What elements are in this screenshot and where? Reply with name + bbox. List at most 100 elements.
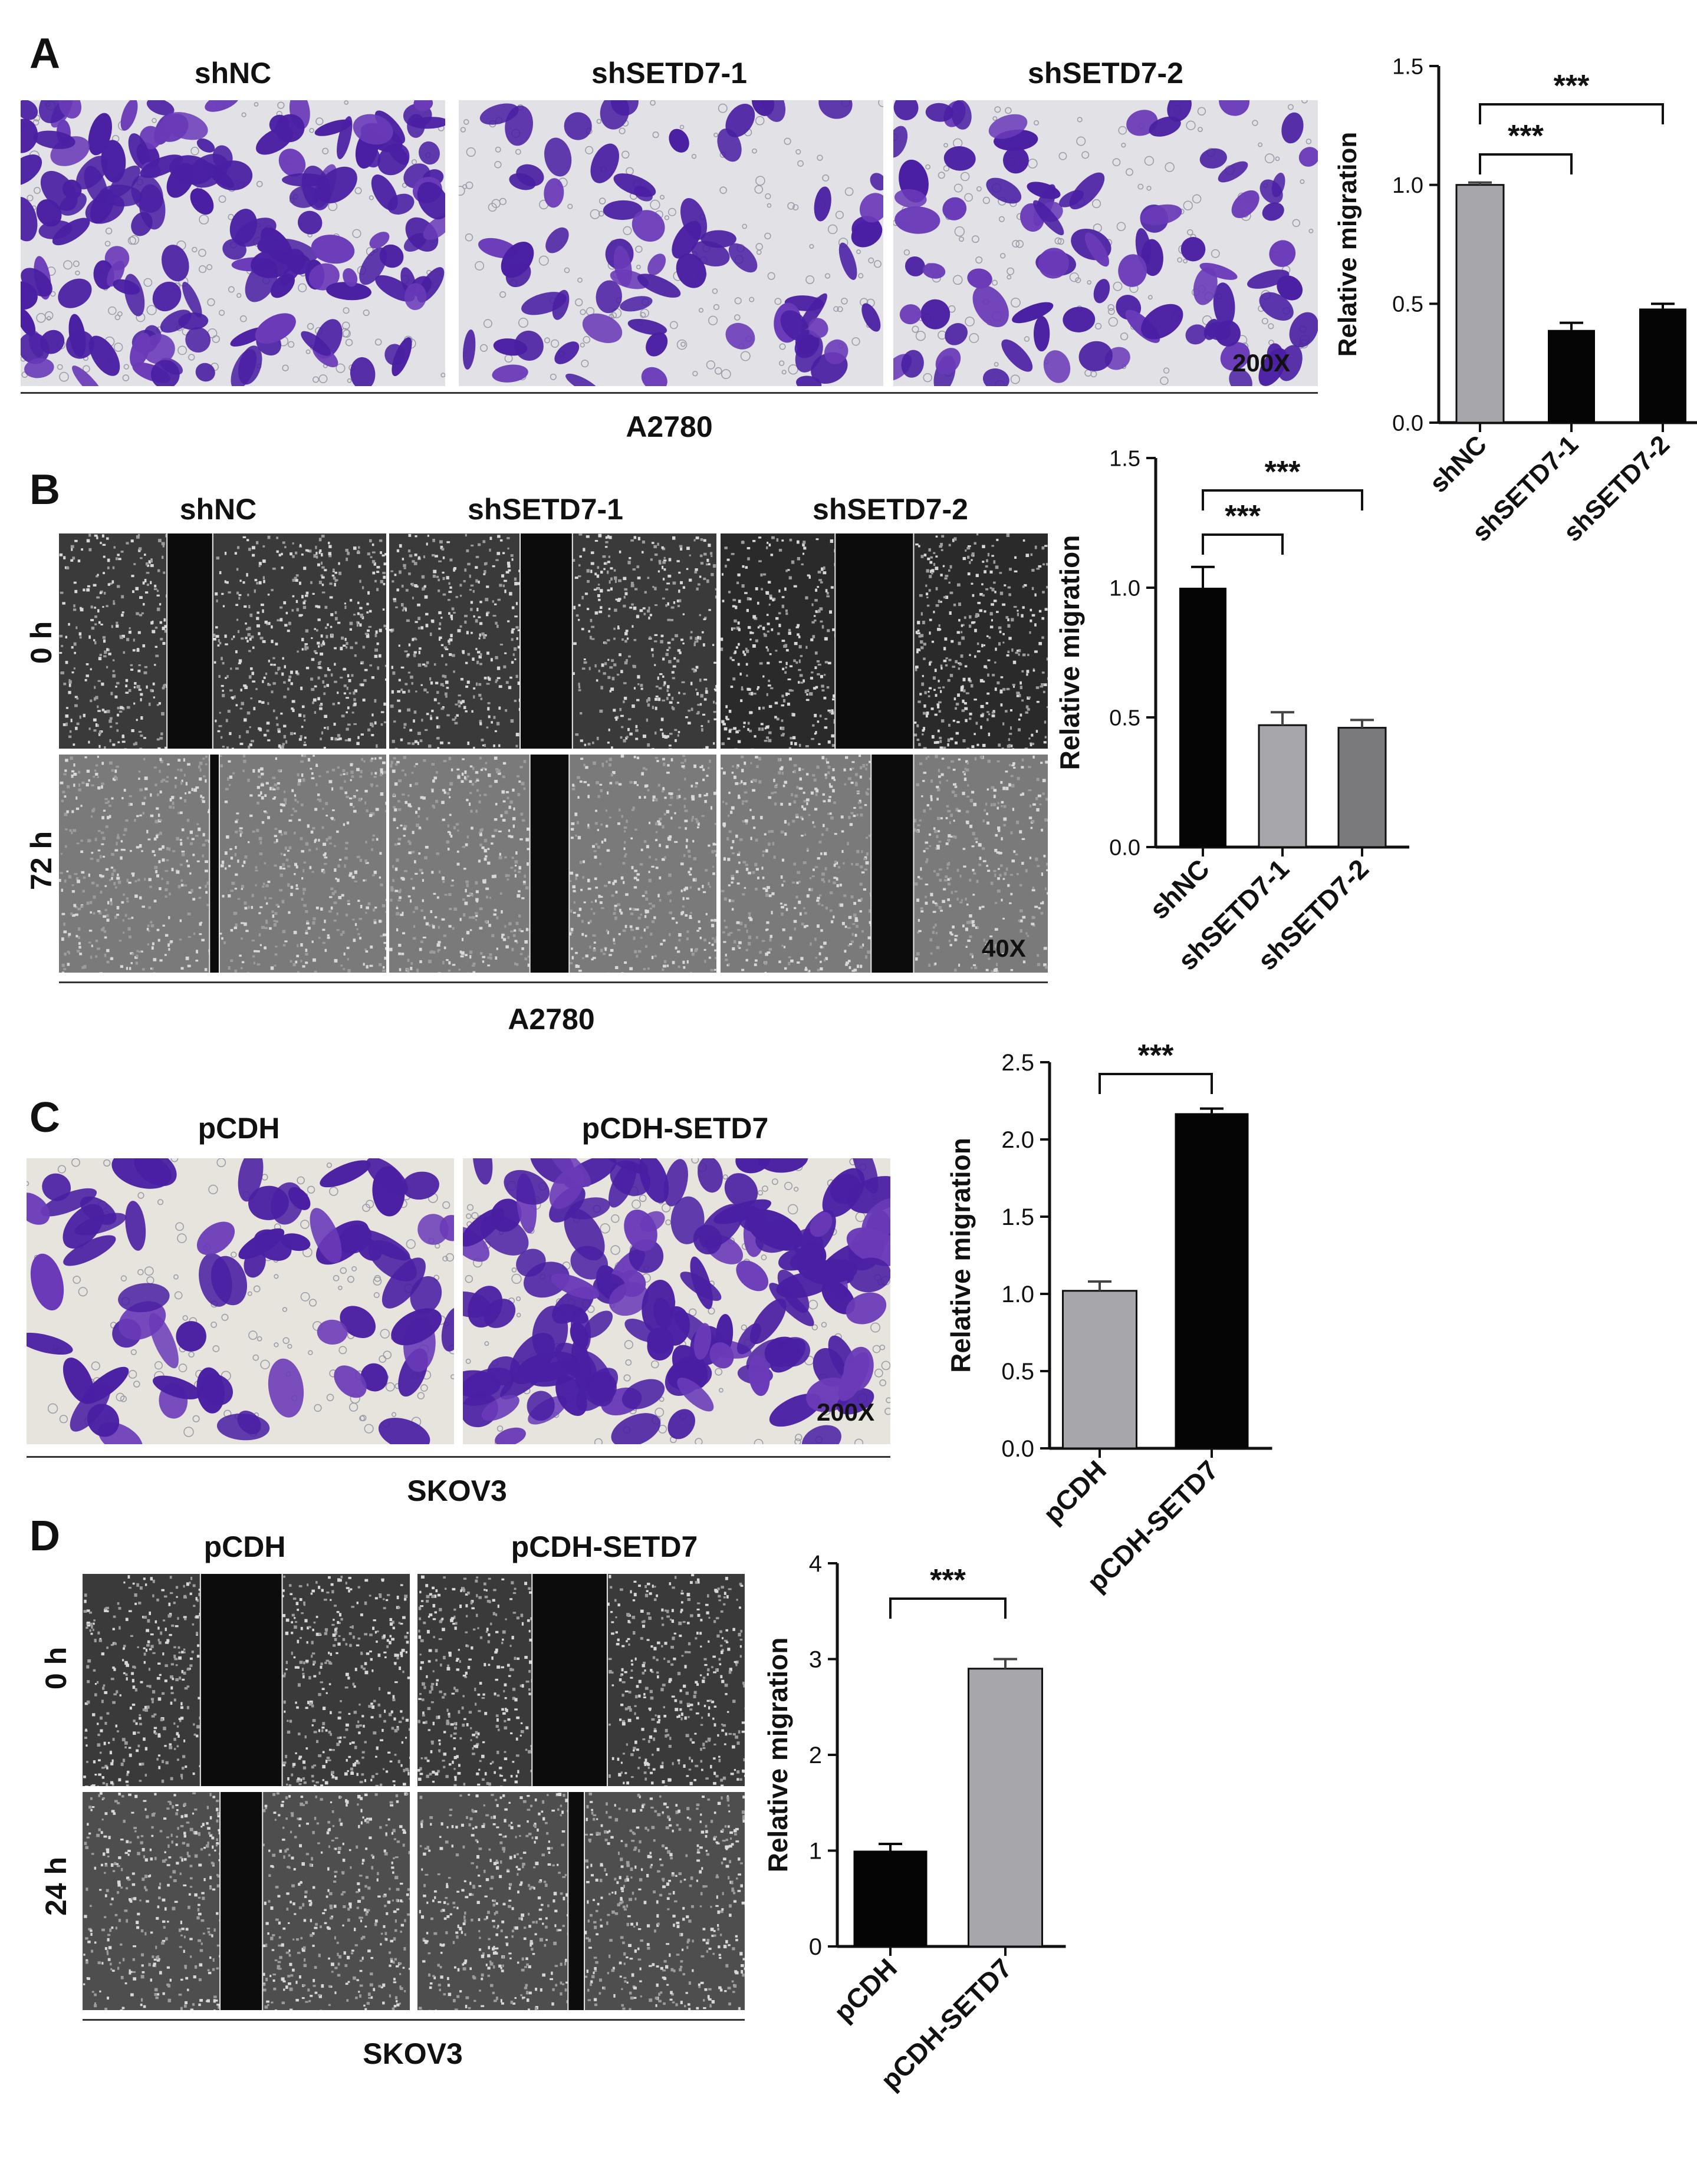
scratch-cell [235, 923, 238, 927]
panel-b-image-shsetd7-2-0h [721, 533, 1048, 749]
scratch-cell [973, 964, 976, 966]
scratch-cell [996, 963, 998, 967]
scratch-cell [105, 825, 108, 828]
scratch-cell [514, 869, 517, 872]
scratch-cell [96, 536, 98, 539]
scratch-cell [693, 670, 696, 673]
scratch-cell [301, 705, 305, 709]
scratch-cell [284, 831, 287, 835]
scratch-cell [315, 906, 319, 910]
micrograph-cell [894, 206, 940, 234]
scratch-cell [692, 839, 695, 843]
micrograph-pore [254, 102, 259, 107]
scratch-cell [364, 801, 367, 805]
scratch-cell [304, 594, 308, 597]
micrograph-cell [279, 259, 304, 286]
scratch-cell [649, 636, 652, 639]
scratch-cell [276, 839, 278, 842]
scratch-cell [508, 922, 512, 925]
scratch-cell [403, 607, 407, 610]
scratch-cell [624, 640, 627, 643]
scratch-cell [317, 641, 320, 645]
micrograph-pore [198, 265, 207, 274]
scratch-cell [797, 624, 800, 627]
scratch-cell [393, 600, 397, 602]
scratch-cell [781, 704, 785, 707]
scratch-cell [288, 819, 292, 822]
scratch-cell [298, 779, 302, 783]
scratch-cell [505, 791, 509, 793]
micrograph-pore [1163, 367, 1170, 374]
scratch-cell [931, 572, 933, 575]
scratch-cell [71, 884, 74, 887]
scratch-cell [99, 654, 103, 656]
micrograph-pore [305, 349, 311, 354]
scratch-cell [288, 678, 291, 682]
scratch-cell [640, 848, 643, 851]
scratch-cell [933, 827, 936, 830]
scratch-cell [324, 857, 328, 859]
scratch-cell [662, 757, 665, 760]
scratch-cell [330, 625, 333, 628]
scratch-cell [790, 741, 793, 745]
scratch-cell [376, 838, 379, 841]
scratch-cell [1001, 801, 1004, 804]
scratch-cell [713, 792, 716, 795]
scratch-cell [798, 645, 802, 648]
micrograph-cell [140, 154, 183, 178]
scratch-cell [742, 650, 745, 654]
scratch-cell [279, 866, 282, 869]
scratch-cell [274, 841, 277, 844]
scratch-cell [611, 659, 614, 662]
scratch-cell [660, 943, 663, 946]
scratch-cell [362, 699, 366, 702]
scratch-cell [64, 812, 68, 816]
scratch-cell [314, 970, 317, 973]
scratch-cell [154, 584, 157, 588]
scratch-cell [596, 736, 599, 740]
scratch-cell [104, 592, 106, 595]
scratch-cell [813, 778, 817, 782]
scratch-cell [156, 874, 159, 878]
micrograph-pore [564, 267, 570, 274]
scratch-cell [613, 709, 616, 712]
scratch-cell [136, 535, 140, 539]
scratch-cell [402, 690, 406, 694]
scratch-cell [268, 684, 271, 686]
scratch-cell [159, 737, 163, 740]
scratch-cell [109, 582, 113, 585]
scratch-cell [939, 736, 942, 739]
scratch-cell [153, 971, 156, 973]
scratch-cell [494, 756, 498, 760]
scratch-cell [613, 569, 616, 572]
scratch-cell [655, 731, 657, 735]
scratch-cell [735, 605, 738, 610]
scratch-cell [278, 744, 281, 748]
scratch-cell [432, 804, 435, 808]
scratch-cell [455, 703, 458, 706]
scratch-cell [298, 738, 302, 741]
scratch-cell [966, 747, 970, 749]
scratch-cell [961, 631, 963, 634]
scratch-cell [811, 603, 814, 607]
scratch-cell [672, 961, 675, 964]
scratch-svg [59, 755, 386, 973]
scratch-cell [593, 948, 596, 952]
scratch-cell [359, 623, 362, 627]
micrograph-cell [1027, 182, 1061, 199]
scratch-cell [238, 659, 242, 663]
scratch-cell [596, 781, 600, 785]
scratch-cell [305, 549, 309, 552]
scratch-cell [290, 732, 293, 736]
scratch-cell [479, 653, 482, 657]
scratch-cell [153, 588, 157, 591]
scratch-cell [181, 779, 183, 782]
scratch-cell [316, 629, 318, 632]
scratch-cell [193, 932, 195, 935]
scratch-cell [594, 855, 597, 859]
micrograph-pore [1112, 158, 1121, 167]
scratch-cell [659, 844, 661, 847]
micrograph-pore [670, 321, 678, 330]
micrograph-cell [417, 182, 445, 220]
scratch-cell [637, 683, 640, 686]
